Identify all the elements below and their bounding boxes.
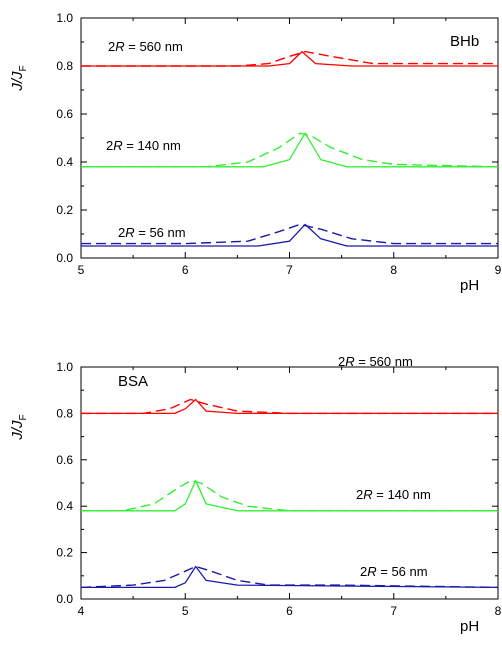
x-tick-label: 8 [495,604,502,618]
y-tick-label: 0.4 [56,155,73,169]
series-line-dashed-5 [81,223,498,245]
y-tick-label: 0.2 [56,546,73,560]
series-annotation: 2R = 140 nm [356,487,431,502]
series-line-solid-0 [81,50,498,67]
series-line-dashed-3 [81,132,499,168]
series-line-solid-4 [81,565,499,589]
x-axis-label: pH [460,618,479,635]
y-axis-label: J/JF [9,65,29,91]
panel-label: BSA [118,373,148,390]
y-tick-label: 1.0 [56,11,73,25]
series-line-dashed-5 [80,565,499,589]
plot-frame [80,366,499,600]
series-annotation: 2R = 56 nm [118,225,186,240]
x-tick-label: 4 [78,604,85,618]
series-annotation: 2R = 560 nm [108,39,183,54]
x-tick-label: 7 [286,263,293,277]
y-axis-label: J/JF [9,414,29,440]
x-tick-label: 5 [78,263,85,277]
series-annotation: 2R = 140 nm [106,138,181,153]
y-tick-label: 0.6 [56,107,73,121]
series-line-dashed-3 [81,480,498,512]
y-tick-label: 0.0 [56,251,73,265]
y-tick-label: 0.8 [56,59,73,73]
panel-label: BHb [450,33,479,50]
series-annotation: 2R = 560 nm [338,354,413,369]
x-axis-label: pH [460,277,479,294]
x-tick-label: 5 [182,604,189,618]
y-tick-label: 1.0 [56,360,73,374]
series-line-solid-2 [81,132,498,168]
series-line-dashed-1 [81,398,498,415]
series-annotation: 2R = 56 nm [360,564,428,579]
chart-panel-bhb: 0.0 0.2 0.4 0.6 0.8 1.0 5 6 7 8 9 2R = 560 nm 2R = 1… [9,11,502,294]
y-tick-label: 0.8 [56,406,73,420]
series-line-solid-2 [81,480,498,512]
y-tick-label: 0.6 [56,453,73,467]
x-tick-label: 9 [495,263,502,277]
y-tick-label: 0.0 [56,592,73,606]
series-line-solid-0 [81,398,498,415]
x-tick-label: 6 [182,263,189,277]
y-tick-label: 0.4 [56,499,73,513]
series-line-solid-4 [81,223,498,247]
x-tick-label: 8 [390,263,397,277]
chart-panel-bsa: 0.0 0.2 0.4 0.6 0.8 1.0 4 5 6 7 8 2R = 560 nm 2R = 1… [9,354,502,635]
y-tick-label: 0.2 [56,203,73,217]
series-line-dashed-1 [81,50,498,67]
x-tick-label: 6 [286,604,293,618]
x-tick-label: 7 [390,604,397,618]
